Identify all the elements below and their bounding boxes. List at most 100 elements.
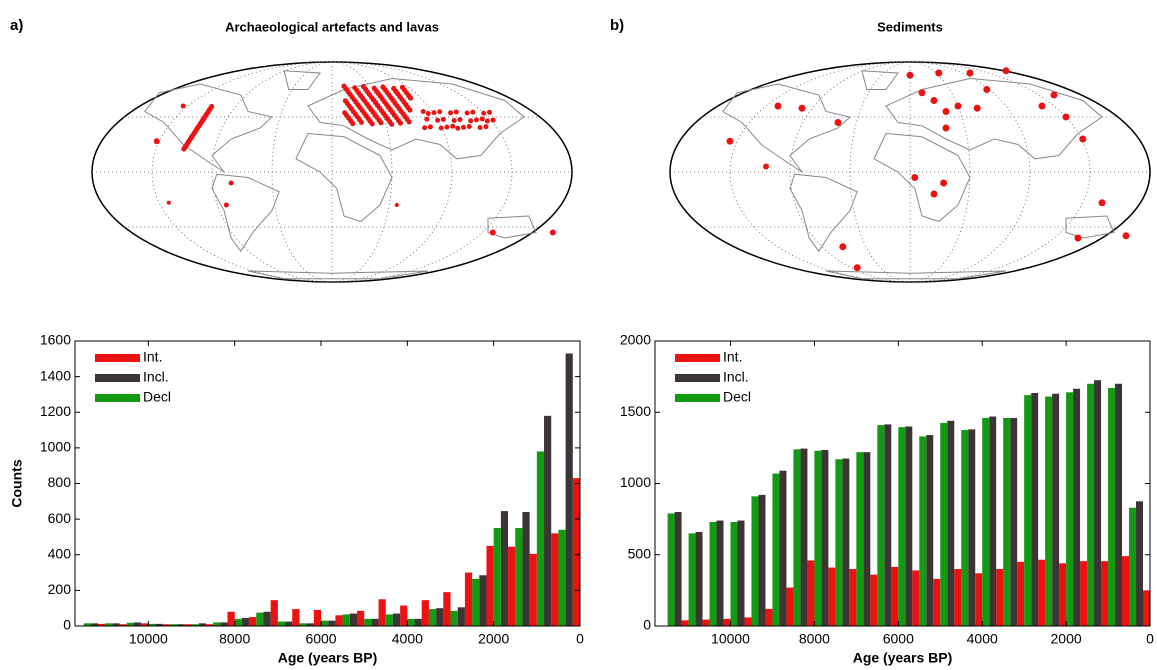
bar xyxy=(479,575,487,626)
bar xyxy=(989,416,997,626)
x-axis-title: Age (years BP) xyxy=(853,650,953,666)
site-dot xyxy=(839,243,847,251)
bar xyxy=(912,570,920,626)
bar xyxy=(141,623,149,626)
bar xyxy=(486,545,494,626)
y-tick-label: 600 xyxy=(48,510,72,526)
bar xyxy=(443,592,451,626)
bar xyxy=(758,494,766,626)
y-tick-label: 1500 xyxy=(620,403,651,419)
bar xyxy=(105,623,113,626)
site-dot xyxy=(342,98,348,104)
bar xyxy=(828,567,836,626)
site-dot xyxy=(209,103,215,109)
site-dot xyxy=(455,125,461,131)
bar xyxy=(1129,507,1137,626)
site-dot xyxy=(378,120,384,126)
coastline xyxy=(789,173,858,253)
bar xyxy=(256,612,264,626)
legend-swatch xyxy=(95,394,140,402)
legend-swatch xyxy=(95,354,140,362)
site-dot xyxy=(347,91,353,97)
bar xyxy=(1136,501,1144,626)
bar xyxy=(285,621,293,626)
bar xyxy=(849,569,857,626)
site-dot xyxy=(181,146,187,152)
x-tick-label: 8000 xyxy=(799,631,830,647)
site-dot xyxy=(392,100,398,106)
coastline xyxy=(825,270,1007,280)
site-dot xyxy=(205,109,211,115)
panel-label: a) xyxy=(10,17,23,34)
bar xyxy=(133,622,142,626)
bar xyxy=(572,478,580,626)
site-dot xyxy=(424,116,430,122)
site-dot xyxy=(468,118,474,124)
site-dot xyxy=(440,116,446,122)
site-dot xyxy=(477,125,483,131)
bar xyxy=(227,611,235,626)
site-dot xyxy=(918,89,926,97)
bar xyxy=(1059,563,1067,626)
site-dot xyxy=(365,89,371,95)
coastline xyxy=(487,215,537,239)
y-tick-label: 0 xyxy=(643,617,651,633)
bar xyxy=(779,470,787,626)
y-axis-title: Counts xyxy=(9,459,25,507)
y-tick-label: 0 xyxy=(63,617,71,633)
site-dot xyxy=(457,117,463,123)
legend-swatch xyxy=(675,354,720,362)
bar xyxy=(213,622,221,626)
site-dot xyxy=(451,118,457,124)
bar xyxy=(968,429,976,626)
chart-title: Sediments xyxy=(877,19,943,34)
bar xyxy=(800,448,808,626)
site-dot xyxy=(1079,135,1087,143)
legend-swatch xyxy=(675,374,720,382)
coastline xyxy=(722,83,852,173)
site-dot xyxy=(486,109,492,115)
bar xyxy=(356,610,365,626)
bar xyxy=(493,528,501,626)
site-dot xyxy=(358,119,364,125)
site-dot xyxy=(360,96,366,102)
site-dot xyxy=(372,112,378,118)
bar xyxy=(807,560,815,626)
bar xyxy=(335,615,343,626)
bar xyxy=(558,529,566,626)
bar xyxy=(884,424,892,626)
site-dot xyxy=(438,125,444,131)
bar xyxy=(1024,395,1032,626)
site-dot xyxy=(473,117,479,123)
bar xyxy=(321,620,329,626)
coastline xyxy=(144,83,274,173)
world-map xyxy=(669,61,1151,283)
bar xyxy=(681,620,689,626)
x-tick-label: 2000 xyxy=(478,631,509,647)
bar xyxy=(688,533,696,626)
bar xyxy=(891,566,899,626)
y-tick-label: 200 xyxy=(48,581,72,597)
site-dot xyxy=(489,229,496,236)
panel-label: b) xyxy=(610,17,624,34)
site-dot xyxy=(940,179,948,187)
bar xyxy=(536,451,545,626)
site-dot xyxy=(930,190,938,198)
site-dot xyxy=(228,180,234,186)
x-tick-label: 0 xyxy=(1146,631,1154,647)
bar xyxy=(975,573,983,626)
site-dot xyxy=(1098,199,1106,207)
x-tick-label: 2000 xyxy=(1051,631,1082,647)
coastline xyxy=(1065,215,1115,239)
bar xyxy=(313,609,322,626)
x-tick-label: 4000 xyxy=(967,631,998,647)
bar xyxy=(786,587,794,626)
site-dot xyxy=(1074,234,1082,242)
site-dot xyxy=(385,116,391,122)
bar xyxy=(263,611,271,626)
bar xyxy=(674,512,682,626)
bar xyxy=(515,528,523,626)
y-tick-label: 1000 xyxy=(40,439,71,455)
bar xyxy=(695,531,703,626)
site-dot xyxy=(427,124,433,130)
